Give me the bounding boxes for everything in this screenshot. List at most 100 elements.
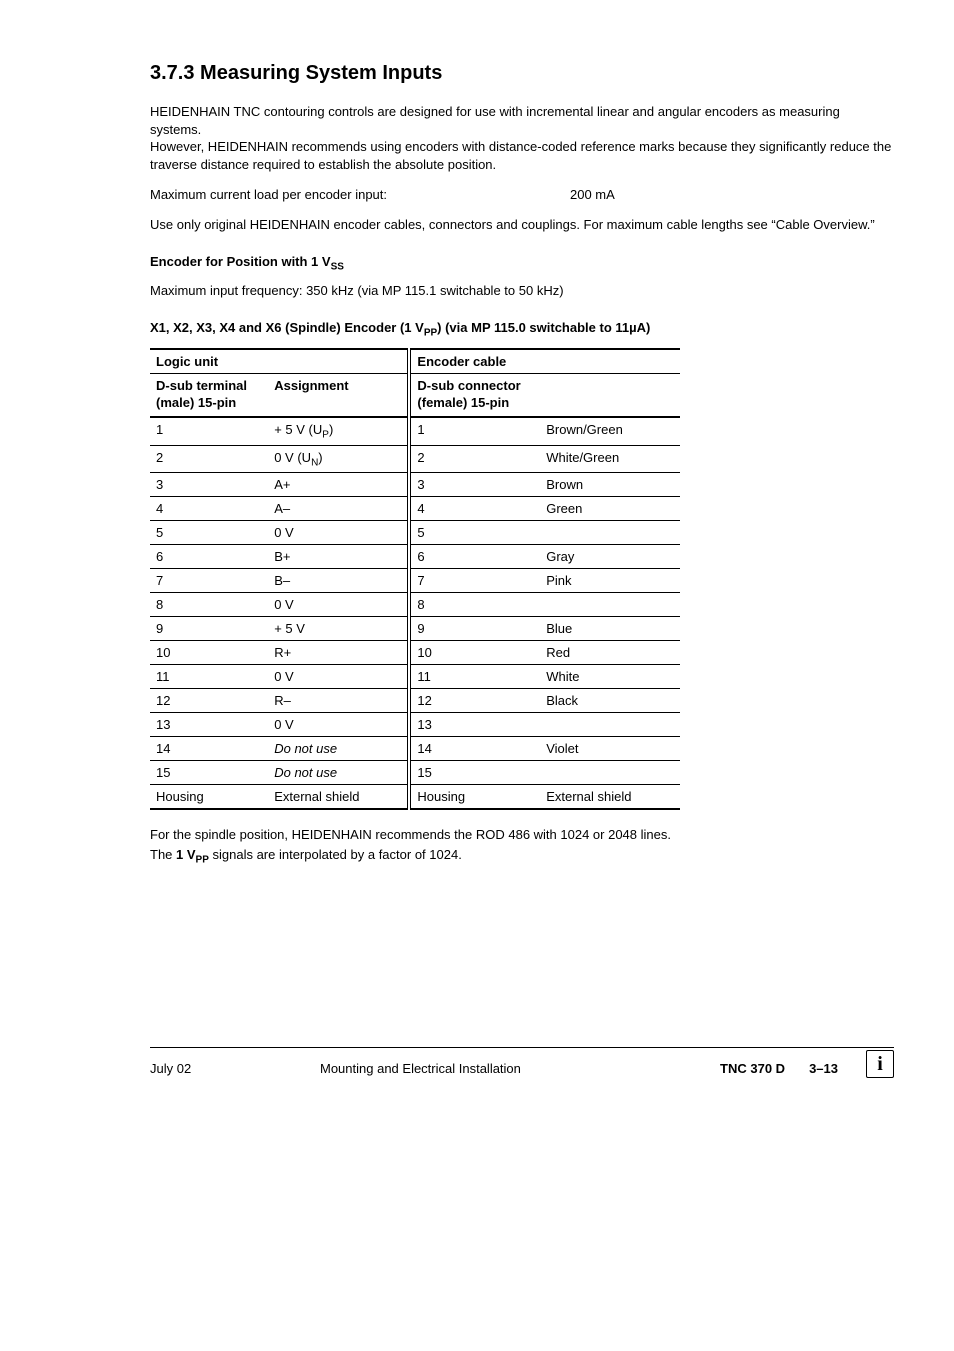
table-row: 50 V5 bbox=[150, 521, 680, 545]
table-row: 7B–7Pink bbox=[150, 569, 680, 593]
cell-terminal: 11 bbox=[150, 665, 268, 689]
table-row: 3A+3Brown bbox=[150, 473, 680, 497]
cell-assignment: Do not use bbox=[268, 737, 409, 761]
cell-connector: 3 bbox=[409, 473, 540, 497]
interp-bold-pre: 1 V bbox=[176, 847, 196, 862]
table-row: 110 V11White bbox=[150, 665, 680, 689]
max-current-row: Maximum current load per encoder input: … bbox=[150, 187, 894, 202]
footer-title: Mounting and Electrical Installation bbox=[320, 1061, 720, 1076]
cell-terminal: 2 bbox=[150, 445, 268, 473]
cell-connector: 12 bbox=[409, 689, 540, 713]
cell-cable-color bbox=[540, 593, 680, 617]
connector-heading: X1, X2, X3, X4 and X6 (Spindle) Encoder … bbox=[150, 320, 894, 339]
cell-assignment: 0 V bbox=[268, 521, 409, 545]
cell-terminal: 14 bbox=[150, 737, 268, 761]
table-row: 14Do not use14Violet bbox=[150, 737, 680, 761]
interpolation-note: The 1 VPP signals are interpolated by a … bbox=[150, 846, 894, 867]
cell-cable-color: Red bbox=[540, 641, 680, 665]
conn-head-post: ) (via MP 115.0 switchable to 11µA) bbox=[437, 320, 650, 335]
table-row: 20 V (UN)2White/Green bbox=[150, 445, 680, 473]
cell-assignment: External shield bbox=[268, 785, 409, 810]
interp-pre: The bbox=[150, 847, 176, 862]
cell-cable-color bbox=[540, 521, 680, 545]
cell-terminal: 3 bbox=[150, 473, 268, 497]
cell-cable-color bbox=[540, 761, 680, 785]
cell-connector: 10 bbox=[409, 641, 540, 665]
encoder-pinout-table: Logic unit Encoder cable D-sub terminal … bbox=[150, 348, 680, 810]
cell-cable-color: Violet bbox=[540, 737, 680, 761]
table-row: 1+ 5 V (UP)1Brown/Green bbox=[150, 417, 680, 445]
table-row: 15Do not use15 bbox=[150, 761, 680, 785]
enc-pos-head-sub: SS bbox=[331, 261, 344, 272]
intro-paragraph-1: HEIDENHAIN TNC contouring controls are d… bbox=[150, 103, 894, 138]
table-group-header-row: Logic unit Encoder cable bbox=[150, 349, 680, 374]
section-heading: 3.7.3 Measuring System Inputs bbox=[150, 62, 894, 85]
cell-cable-color: White bbox=[540, 665, 680, 689]
cell-assignment: R+ bbox=[268, 641, 409, 665]
group-header-encoder-cable: Encoder cable bbox=[409, 349, 680, 374]
cell-cable-color: Pink bbox=[540, 569, 680, 593]
footer-page-number: 3–13 bbox=[809, 1061, 858, 1076]
cell-cable-color: Brown/Green bbox=[540, 417, 680, 445]
table-row: 4A–4Green bbox=[150, 497, 680, 521]
group-header-logic-unit: Logic unit bbox=[150, 349, 409, 374]
footer-doc-id: TNC 370 D bbox=[720, 1061, 809, 1076]
cell-terminal: 10 bbox=[150, 641, 268, 665]
cell-terminal: 15 bbox=[150, 761, 268, 785]
table-row: 6B+6Gray bbox=[150, 545, 680, 569]
cell-terminal: 13 bbox=[150, 713, 268, 737]
encoder-position-heading: Encoder for Position with 1 VSS bbox=[150, 254, 894, 273]
intro-paragraph-2: However, HEIDENHAIN recommends using enc… bbox=[150, 138, 894, 173]
cell-terminal: Housing bbox=[150, 785, 268, 810]
info-icon: i bbox=[866, 1050, 894, 1078]
cell-connector: 9 bbox=[409, 617, 540, 641]
cell-assignment: A– bbox=[268, 497, 409, 521]
cell-terminal: 8 bbox=[150, 593, 268, 617]
cell-assignment: 0 V bbox=[268, 713, 409, 737]
cell-connector: 14 bbox=[409, 737, 540, 761]
col-header-terminal: D-sub terminal (male) 15-pin bbox=[150, 374, 268, 417]
footer-date: July 02 bbox=[150, 1061, 320, 1076]
cell-assignment: R– bbox=[268, 689, 409, 713]
cell-terminal: 12 bbox=[150, 689, 268, 713]
cell-connector: 5 bbox=[409, 521, 540, 545]
cell-connector: 15 bbox=[409, 761, 540, 785]
cell-cable-color: White/Green bbox=[540, 445, 680, 473]
cell-cable-color: Black bbox=[540, 689, 680, 713]
max-input-frequency: Maximum input frequency: 350 kHz (via MP… bbox=[150, 282, 894, 300]
cell-terminal: 6 bbox=[150, 545, 268, 569]
spindle-recommendation: For the spindle position, HEIDENHAIN rec… bbox=[150, 826, 894, 844]
cell-connector: 4 bbox=[409, 497, 540, 521]
cell-connector: Housing bbox=[409, 785, 540, 810]
cell-connector: 11 bbox=[409, 665, 540, 689]
cell-terminal: 1 bbox=[150, 417, 268, 445]
conn-head-pre: X1, X2, X3, X4 and X6 (Spindle) Encoder … bbox=[150, 320, 424, 335]
cell-assignment: Do not use bbox=[268, 761, 409, 785]
col-header-connector: D-sub connector (female) 15-pin bbox=[409, 374, 540, 417]
cell-connector: 2 bbox=[409, 445, 540, 473]
max-current-label: Maximum current load per encoder input: bbox=[150, 187, 570, 202]
table-column-headers: D-sub terminal (male) 15-pin Assignment … bbox=[150, 374, 680, 417]
table-row: 80 V8 bbox=[150, 593, 680, 617]
cell-terminal: 9 bbox=[150, 617, 268, 641]
enc-pos-head-text: Encoder for Position with 1 V bbox=[150, 254, 331, 269]
cell-terminal: 7 bbox=[150, 569, 268, 593]
cell-assignment: + 5 V (UP) bbox=[268, 417, 409, 445]
interp-post: signals are interpolated by a factor of … bbox=[209, 847, 462, 862]
cell-cable-color: Blue bbox=[540, 617, 680, 641]
cell-connector: 13 bbox=[409, 713, 540, 737]
col-header-assignment: Assignment bbox=[268, 374, 409, 417]
cell-connector: 7 bbox=[409, 569, 540, 593]
cell-assignment: 0 V (UN) bbox=[268, 445, 409, 473]
table-row: 9+ 5 V9Blue bbox=[150, 617, 680, 641]
cables-note: Use only original HEIDENHAIN encoder cab… bbox=[150, 216, 894, 234]
table-row: 130 V13 bbox=[150, 713, 680, 737]
cell-connector: 1 bbox=[409, 417, 540, 445]
table-row: 12R–12Black bbox=[150, 689, 680, 713]
table-row: HousingExternal shieldHousingExternal sh… bbox=[150, 785, 680, 810]
conn-head-sub: PP bbox=[424, 327, 437, 338]
cell-cable-color: External shield bbox=[540, 785, 680, 810]
page-footer: July 02 Mounting and Electrical Installa… bbox=[150, 1047, 894, 1082]
table-row: 10R+10Red bbox=[150, 641, 680, 665]
cell-cable-color bbox=[540, 713, 680, 737]
